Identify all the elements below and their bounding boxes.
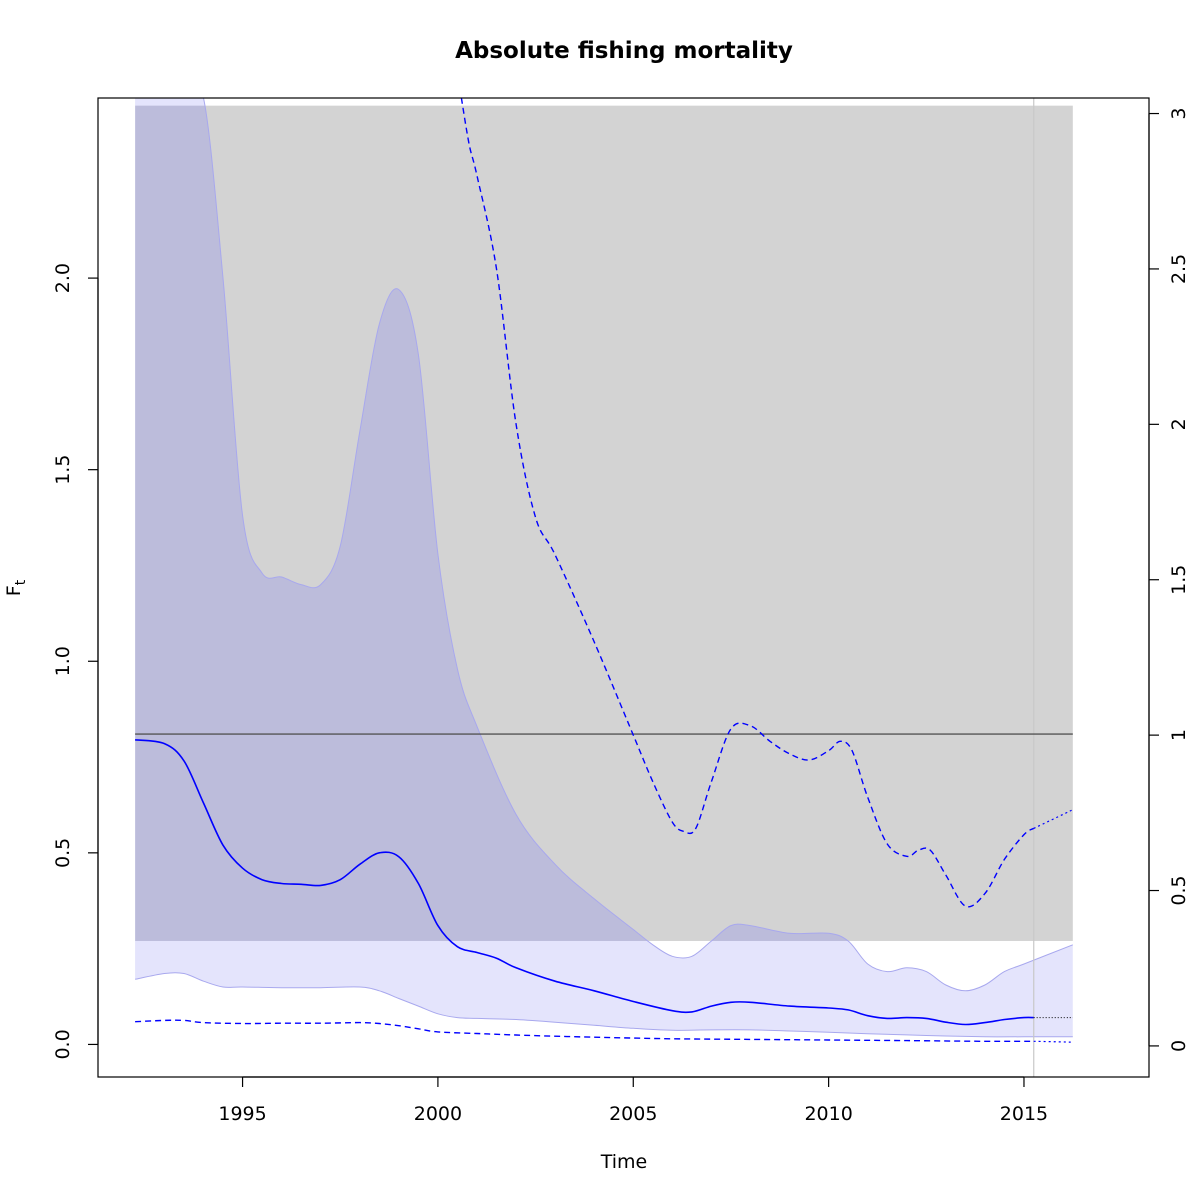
relative-lower-line	[135, 1019, 1034, 1043]
svg-text:Ft: Ft	[3, 579, 29, 596]
relative-lower-projection	[1033, 1040, 1073, 1043]
y-axis-left: 0.0 0.5 1.0 1.5 2.0	[52, 263, 99, 1060]
plot-area	[134, 98, 1074, 1077]
y-tick-right-label: 0.5	[1168, 875, 1190, 905]
y-axis-label: Ft	[3, 579, 29, 596]
relative-upper-line	[460, 98, 1035, 908]
x-tick-label: 2010	[804, 1103, 852, 1125]
y-tick-left-label: 1.0	[52, 646, 74, 676]
y-tick-left-label: 0.0	[52, 1029, 74, 1059]
plot-frame	[97, 97, 1150, 1078]
y-axis-right: 0 0.5 1 1.5 2 2.5 3	[1148, 107, 1190, 1052]
y-tick-left-label: 0.5	[52, 838, 74, 868]
estimate-line	[135, 739, 1034, 1026]
x-axis-label: Time	[600, 1151, 648, 1173]
y-tick-right-label: 0	[1168, 1040, 1190, 1052]
plot-layers	[134, 98, 1074, 1077]
chart-title: Absolute fishing mortality	[455, 38, 793, 64]
x-axis: 1995 2000 2005 2010 2015	[218, 1076, 1048, 1125]
y-tick-left-label: 1.5	[52, 455, 74, 485]
y-tick-right-label: 2.5	[1168, 254, 1190, 284]
y-tick-left-label: 2.0	[52, 263, 74, 293]
ci-upper-border	[135, 98, 1073, 992]
ci-lower-border	[134, 972, 1073, 1038]
relative-upper-projection	[1033, 809, 1074, 829]
y-tick-right-label: 1	[1168, 729, 1190, 741]
y-tick-right-label: 2	[1168, 418, 1190, 430]
y-tick-right-label: 3	[1168, 107, 1190, 119]
x-tick-label: 2000	[414, 1103, 462, 1125]
x-tick-label: 2005	[609, 1103, 657, 1125]
y-axis-label-subscript: t	[13, 579, 29, 585]
x-tick-label: 1995	[218, 1103, 266, 1125]
y-axis-label-main: F	[3, 585, 25, 596]
y-tick-right-label: 1.5	[1168, 565, 1190, 595]
x-tick-label: 2015	[1000, 1103, 1048, 1125]
